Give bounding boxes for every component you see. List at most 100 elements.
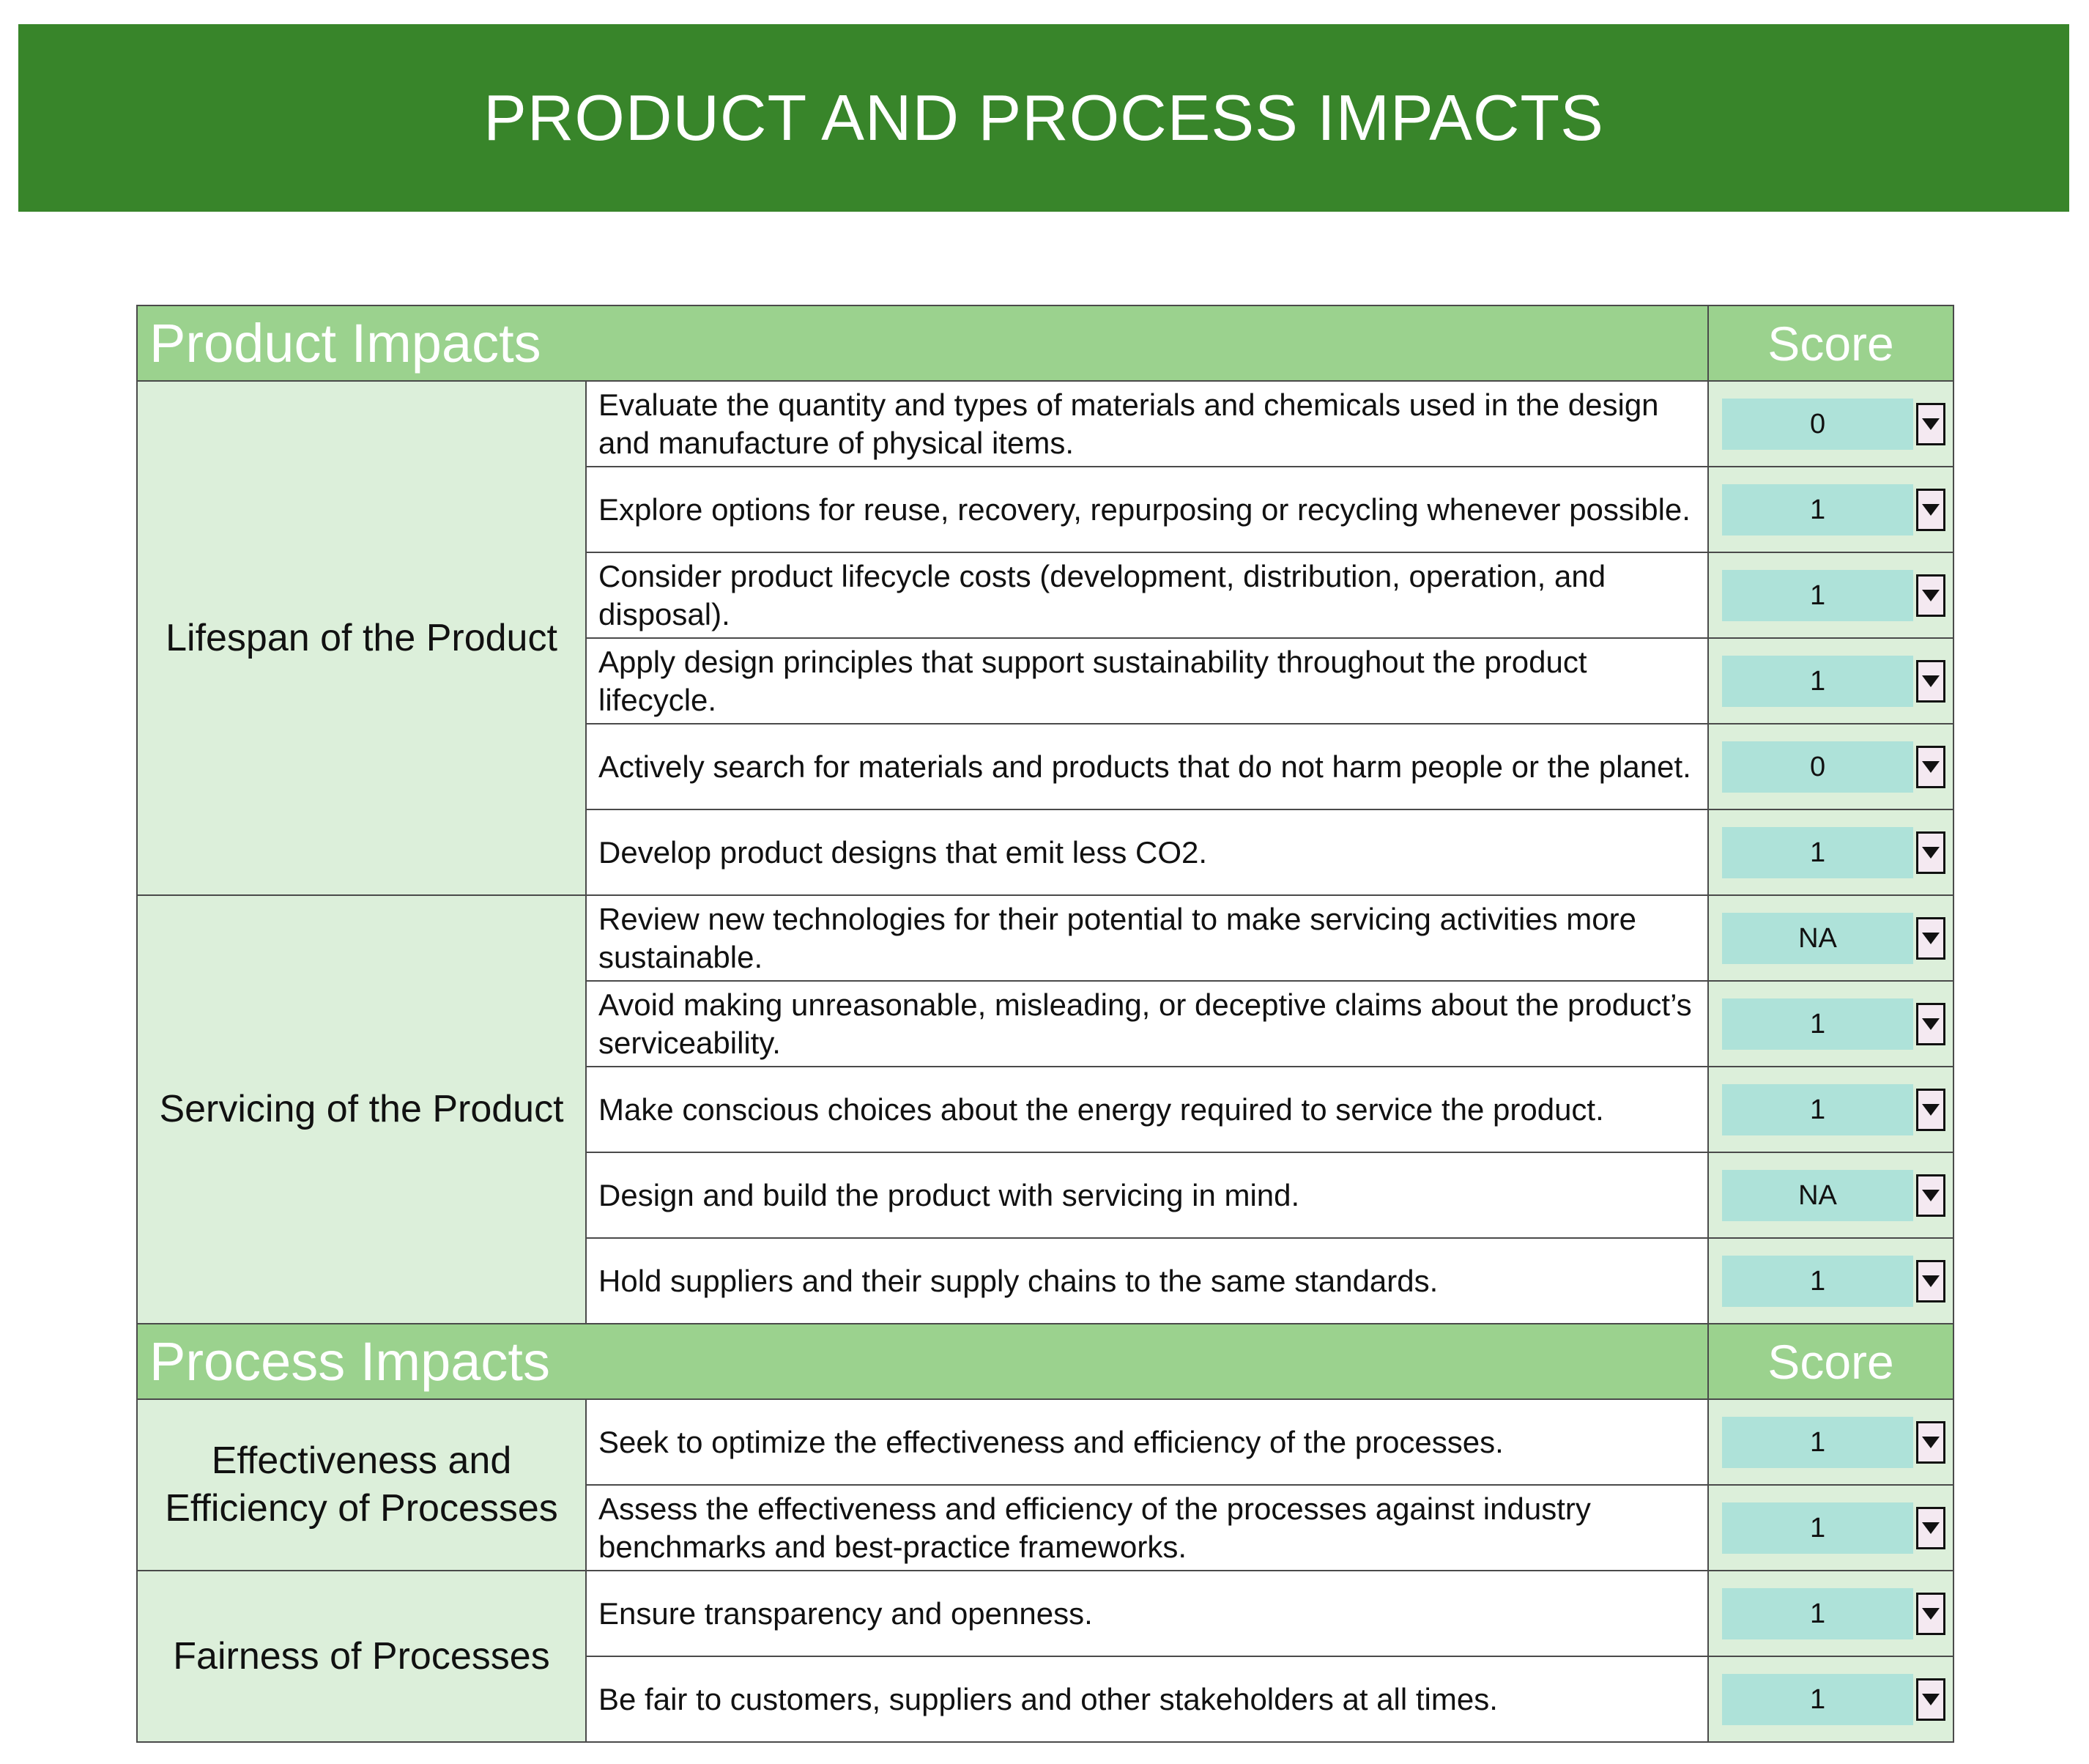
dropdown-arrow-icon[interactable] <box>1916 745 1946 788</box>
score-cell: 1 <box>1707 1484 1955 1571</box>
triangle-down-icon <box>1922 675 1940 687</box>
score-value[interactable]: 1 <box>1722 998 1914 1050</box>
score-value[interactable]: 0 <box>1722 741 1914 793</box>
score-dropdown[interactable]: 0 <box>1722 397 1946 451</box>
score-dropdown[interactable]: 0 <box>1722 740 1946 794</box>
triangle-down-icon <box>1922 1693 1940 1705</box>
section-title: Product Impacts <box>136 305 1710 382</box>
score-cell: 0 <box>1707 380 1955 467</box>
score-dropdown[interactable]: 1 <box>1722 997 1946 1051</box>
table-row: Explore options for reuse, recovery, rep… <box>137 466 1955 553</box>
dropdown-arrow-icon[interactable] <box>1916 1420 1946 1464</box>
category-label: Servicing of the Product <box>136 894 587 1324</box>
dropdown-arrow-icon[interactable] <box>1916 1506 1946 1549</box>
score-value[interactable]: NA <box>1722 1169 1914 1221</box>
dropdown-arrow-icon[interactable] <box>1916 831 1946 874</box>
criterion-text: Design and build the product with servic… <box>585 1152 1710 1239</box>
table-row: Consider product lifecycle costs (develo… <box>137 552 1955 639</box>
dropdown-arrow-icon[interactable] <box>1916 574 1946 617</box>
table-row: Effectiveness and Efficiency of Processe… <box>136 1398 1955 1571</box>
criterion-text: Assess the effectiveness and efficiency … <box>585 1484 1710 1571</box>
score-value[interactable]: NA <box>1722 912 1914 964</box>
dropdown-arrow-icon[interactable] <box>1916 1088 1946 1131</box>
dropdown-arrow-icon[interactable] <box>1916 1002 1946 1045</box>
score-value[interactable]: 1 <box>1722 1587 1914 1639</box>
criterion-text: Avoid making unreasonable, misleading, o… <box>585 980 1710 1067</box>
score-dropdown[interactable]: 1 <box>1722 1587 1946 1641</box>
score-value[interactable]: 1 <box>1722 1416 1914 1468</box>
score-cell: 1 <box>1707 552 1955 639</box>
table-row: Assess the effectiveness and efficiency … <box>137 1484 1955 1571</box>
score-value[interactable]: 1 <box>1722 1502 1914 1554</box>
section-title: Process Impacts <box>136 1323 1710 1400</box>
score-value[interactable]: 1 <box>1722 1083 1914 1135</box>
score-cell: 1 <box>1707 980 1955 1067</box>
page-title: PRODUCT AND PROCESS IMPACTS <box>483 81 1604 154</box>
score-dropdown[interactable]: 1 <box>1722 1254 1946 1308</box>
category-label: Lifespan of the Product <box>136 380 587 896</box>
criterion-text: Ensure transparency and openness. <box>585 1570 1710 1657</box>
score-cell: 1 <box>1707 1656 1955 1743</box>
table-row: Fairness of Processes Ensure transparency… <box>136 1570 1955 1743</box>
triangle-down-icon <box>1922 589 1940 601</box>
score-cell: NA <box>1707 894 1955 982</box>
criterion-text: Apply design principles that support sus… <box>585 637 1710 724</box>
section-header-row: Product Impacts Score <box>136 305 1955 382</box>
score-value[interactable]: 1 <box>1722 483 1914 536</box>
score-dropdown[interactable]: 1 <box>1722 1083 1946 1137</box>
score-dropdown[interactable]: 1 <box>1722 483 1946 537</box>
dropdown-arrow-icon[interactable] <box>1916 659 1946 703</box>
dropdown-arrow-icon[interactable] <box>1916 1592 1946 1635</box>
score-dropdown[interactable]: 1 <box>1722 568 1946 623</box>
triangle-down-icon <box>1922 503 1940 516</box>
score-dropdown[interactable]: NA <box>1722 1168 1946 1223</box>
triangle-down-icon <box>1922 1189 1940 1201</box>
dropdown-arrow-icon[interactable] <box>1916 488 1946 531</box>
category-label: Fairness of Processes <box>136 1570 587 1743</box>
criterion-text: Explore options for reuse, recovery, rep… <box>585 466 1710 553</box>
dropdown-arrow-icon[interactable] <box>1916 1174 1946 1217</box>
score-cell: 1 <box>1707 809 1955 896</box>
table-row: Be fair to customers, suppliers and othe… <box>137 1656 1955 1743</box>
criterion-text: Evaluate the quantity and types of mater… <box>585 380 1710 467</box>
score-dropdown[interactable]: 1 <box>1722 654 1946 708</box>
dropdown-arrow-icon[interactable] <box>1916 916 1946 960</box>
score-value[interactable]: 1 <box>1722 569 1914 621</box>
triangle-down-icon <box>1922 1275 1940 1287</box>
dropdown-arrow-icon[interactable] <box>1916 1259 1946 1302</box>
triangle-down-icon <box>1922 932 1940 944</box>
impacts-table-body: Product Impacts Score Lifespan of the Prod… <box>136 305 1955 1743</box>
score-dropdown[interactable]: 1 <box>1722 1415 1946 1470</box>
table-row: Make conscious choices about the energy … <box>137 1066 1955 1153</box>
score-cell: 0 <box>1707 723 1955 810</box>
criterion-text: Develop product designs that emit less C… <box>585 809 1710 896</box>
table-row: Design and build the product with servic… <box>137 1152 1955 1239</box>
score-dropdown[interactable]: 1 <box>1722 1501 1946 1555</box>
table-row: Hold suppliers and their supply chains t… <box>137 1237 1955 1324</box>
criterion-text: Seek to optimize the effectiveness and e… <box>585 1398 1710 1486</box>
score-value[interactable]: 1 <box>1722 655 1914 707</box>
score-dropdown[interactable]: NA <box>1722 911 1946 966</box>
triangle-down-icon <box>1922 1018 1940 1030</box>
dropdown-arrow-icon[interactable] <box>1916 402 1946 445</box>
score-cell: 1 <box>1707 1398 1955 1486</box>
triangle-down-icon <box>1922 846 1940 859</box>
impacts-table: Product Impacts Score Lifespan of the Prod… <box>136 305 1955 1743</box>
criterion-text: Make conscious choices about the energy … <box>585 1066 1710 1153</box>
score-dropdown[interactable]: 1 <box>1722 826 1946 880</box>
table-row: Avoid making unreasonable, misleading, o… <box>137 980 1955 1067</box>
triangle-down-icon <box>1922 418 1940 430</box>
score-cell: 1 <box>1707 1570 1955 1657</box>
score-value[interactable]: 1 <box>1722 826 1914 878</box>
score-value[interactable]: 0 <box>1722 398 1914 450</box>
score-dropdown[interactable]: 1 <box>1722 1672 1946 1727</box>
score-cell: 1 <box>1707 637 1955 724</box>
score-value[interactable]: 1 <box>1722 1255 1914 1307</box>
triangle-down-icon <box>1922 1522 1940 1534</box>
triangle-down-icon <box>1922 760 1940 773</box>
triangle-down-icon <box>1922 1607 1940 1620</box>
criterion-text: Review new technologies for their potent… <box>585 894 1710 982</box>
score-value[interactable]: 1 <box>1722 1673 1914 1725</box>
dropdown-arrow-icon[interactable] <box>1916 1678 1946 1721</box>
table-row: Lifespan of the Product Evaluate the quan… <box>136 380 1955 896</box>
